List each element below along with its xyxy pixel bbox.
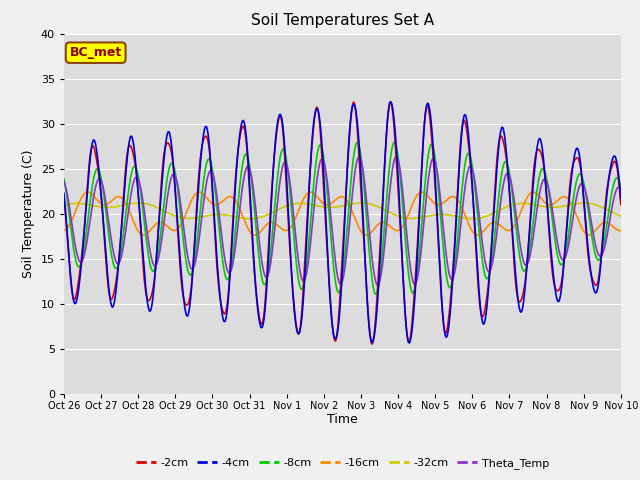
-8cm: [617, 183, 625, 189]
-32cm: [385, 209, 392, 215]
Theta_Temp: [617, 186, 625, 192]
-32cm: [230, 214, 238, 219]
Line: -4cm: -4cm: [64, 102, 621, 343]
-8cm: [186, 272, 193, 277]
-16cm: [528, 190, 536, 195]
-16cm: [186, 200, 194, 206]
-16cm: [385, 222, 392, 228]
-4cm: [384, 115, 392, 120]
Theta_Temp: [60, 179, 68, 185]
-32cm: [528, 202, 536, 207]
Theta_Temp: [528, 241, 536, 247]
-16cm: [547, 202, 554, 208]
-8cm: [372, 291, 380, 297]
-2cm: [102, 258, 110, 264]
X-axis label: Time: Time: [327, 413, 358, 426]
-2cm: [617, 202, 625, 207]
-16cm: [617, 228, 625, 233]
-4cm: [617, 196, 625, 202]
Theta_Temp: [102, 200, 110, 205]
-4cm: [405, 340, 413, 346]
-4cm: [102, 252, 110, 258]
-2cm: [60, 196, 68, 202]
-2cm: [186, 297, 193, 302]
Theta_Temp: [392, 154, 400, 159]
-16cm: [60, 228, 68, 233]
-32cm: [547, 204, 554, 210]
-16cm: [84, 189, 92, 195]
-4cm: [186, 305, 193, 311]
-16cm: [102, 202, 110, 207]
-4cm: [547, 243, 554, 249]
-8cm: [102, 209, 110, 215]
-2cm: [368, 341, 376, 347]
-4cm: [387, 99, 394, 105]
Line: -8cm: -8cm: [64, 142, 621, 294]
-32cm: [60, 203, 68, 209]
-8cm: [528, 228, 536, 234]
-8cm: [60, 176, 68, 182]
-8cm: [384, 179, 392, 184]
Line: -16cm: -16cm: [64, 192, 621, 235]
-2cm: [547, 251, 554, 257]
Line: -32cm: -32cm: [64, 203, 621, 219]
Theta_Temp: [384, 206, 392, 212]
Theta_Temp: [230, 254, 238, 260]
Text: BC_met: BC_met: [70, 46, 122, 59]
-4cm: [528, 195, 536, 201]
-4cm: [230, 204, 238, 210]
-32cm: [617, 213, 625, 219]
-2cm: [384, 111, 392, 117]
-16cm: [140, 232, 147, 238]
-8cm: [390, 139, 398, 145]
Legend: -2cm, -4cm, -8cm, -16cm, -32cm, Theta_Temp: -2cm, -4cm, -8cm, -16cm, -32cm, Theta_Te…: [132, 453, 553, 473]
Y-axis label: Soil Temperature (C): Soil Temperature (C): [22, 149, 35, 278]
Line: -2cm: -2cm: [64, 102, 621, 344]
-2cm: [230, 197, 238, 203]
-8cm: [547, 203, 554, 209]
-2cm: [528, 187, 536, 193]
Line: Theta_Temp: Theta_Temp: [64, 156, 621, 285]
-32cm: [102, 204, 110, 210]
-2cm: [387, 99, 394, 105]
-4cm: [60, 191, 68, 196]
Theta_Temp: [186, 262, 193, 267]
Theta_Temp: [374, 282, 381, 288]
-16cm: [231, 197, 239, 203]
-32cm: [135, 200, 143, 206]
-32cm: [186, 216, 194, 221]
Title: Soil Temperatures Set A: Soil Temperatures Set A: [251, 13, 434, 28]
Theta_Temp: [547, 196, 554, 202]
-8cm: [230, 242, 238, 248]
-32cm: [246, 216, 254, 222]
